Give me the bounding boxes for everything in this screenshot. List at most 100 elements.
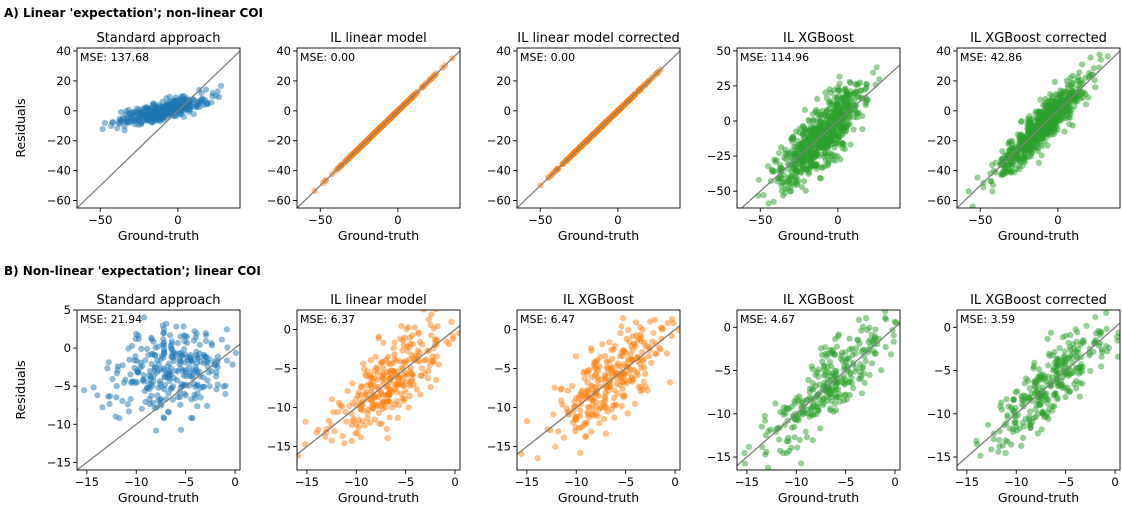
y-tick-label: 0 [944, 104, 951, 118]
scatter-point [618, 402, 625, 410]
scatter-point [805, 376, 812, 384]
scatter-point [771, 168, 778, 175]
scatter-point [148, 108, 155, 115]
scatter-point [334, 409, 341, 416]
scatter-point [682, 299, 688, 305]
scatter-point [328, 437, 335, 444]
scatter-point [376, 420, 383, 427]
scatter-point [627, 351, 634, 358]
scatter-point [834, 86, 842, 93]
y-tick-label: 5 [64, 303, 71, 317]
scatter-point [383, 425, 390, 432]
scatter-point [122, 376, 129, 383]
mse-annotation: MSE: 137.68 [80, 51, 149, 64]
scatter-point [969, 203, 976, 208]
identity-line [957, 322, 1120, 467]
scatter-point [115, 119, 122, 126]
scatter-point [630, 376, 637, 383]
scatter-point [167, 332, 174, 339]
scatter-point [109, 375, 116, 383]
scatter-point [152, 344, 159, 351]
scatter-point [423, 356, 430, 363]
scatter-point [632, 319, 640, 326]
scatter-point [594, 357, 601, 364]
y-tick-label: −10 [267, 401, 291, 415]
scatter-point [806, 169, 813, 176]
scatter-point [827, 89, 834, 96]
scatter-point [357, 434, 364, 441]
x-tick-label: −15 [75, 475, 99, 489]
scatter-point [1077, 368, 1084, 375]
y-tick-label: 25 [716, 79, 731, 93]
scatter-point [882, 310, 889, 315]
scatter-point [124, 401, 131, 408]
scatter-point [418, 365, 425, 372]
scatter-point [863, 315, 870, 322]
scatter-point [367, 380, 374, 387]
axes-frame [296, 47, 461, 209]
x-tick-label: 0 [891, 475, 898, 489]
scatter-point [862, 102, 869, 109]
scatter-point [393, 381, 400, 388]
scatter-point [827, 346, 834, 354]
scatter-point [433, 353, 440, 360]
scatter-point [611, 414, 618, 421]
scatter-point [1029, 419, 1036, 426]
scatter-point [1083, 101, 1090, 108]
scatter-point [176, 355, 183, 362]
scatter-point [1028, 153, 1035, 160]
scatter-point [387, 360, 394, 368]
scatter-point [136, 110, 143, 117]
scatter-point [1071, 345, 1078, 352]
scatter-point [844, 90, 852, 97]
x-axis-label: Ground-truth [338, 228, 419, 243]
panel-title: IL linear model [330, 293, 427, 308]
axes-frame [76, 309, 241, 471]
scatter-point [1077, 89, 1084, 96]
scatter-point [799, 397, 806, 404]
scatter-point [990, 436, 997, 443]
y-tick-label: −40 [267, 164, 291, 178]
scatter-point [448, 318, 455, 325]
scatter-point [372, 393, 379, 400]
scatter-point [302, 418, 309, 425]
scatter-point [1061, 353, 1068, 360]
scatter-points [957, 310, 1120, 467]
scatter-point [1033, 388, 1040, 395]
x-tick-label: −15 [735, 475, 759, 489]
y-tick-label: −10 [927, 407, 951, 421]
scatter-point [807, 123, 815, 130]
scatter-point [390, 345, 397, 352]
scatter-point [114, 125, 121, 132]
scatter-point [579, 387, 586, 394]
scatter-point [611, 387, 618, 394]
scatter-point [367, 357, 374, 364]
scatter-point [812, 147, 819, 154]
scatter-point [842, 85, 849, 92]
scatter-point [607, 367, 615, 374]
scatter-point [385, 392, 393, 399]
axes-frame [296, 309, 461, 471]
scatter-point [1091, 77, 1098, 84]
scatter-point [148, 336, 155, 343]
scatter-point [196, 341, 203, 348]
scatter-point [386, 398, 393, 405]
y-tick-label: −60 [487, 194, 511, 208]
scatter-point [844, 355, 851, 362]
scatter-point [1035, 119, 1042, 126]
scatter-point [348, 437, 355, 444]
scatter-point [988, 446, 995, 453]
scatter-point [1046, 118, 1054, 125]
scatter-point [1027, 408, 1034, 415]
scatter-point [1074, 355, 1081, 362]
scatter-point [160, 336, 167, 343]
scatter-point [1014, 388, 1021, 395]
scatter-point [380, 365, 387, 372]
scatter-point [204, 377, 211, 384]
x-tick-label: 0 [1111, 475, 1118, 489]
scatter-point [213, 386, 220, 393]
x-tick-label: 0 [451, 475, 458, 489]
scatter-point [588, 428, 595, 435]
scatter-point [851, 107, 858, 114]
